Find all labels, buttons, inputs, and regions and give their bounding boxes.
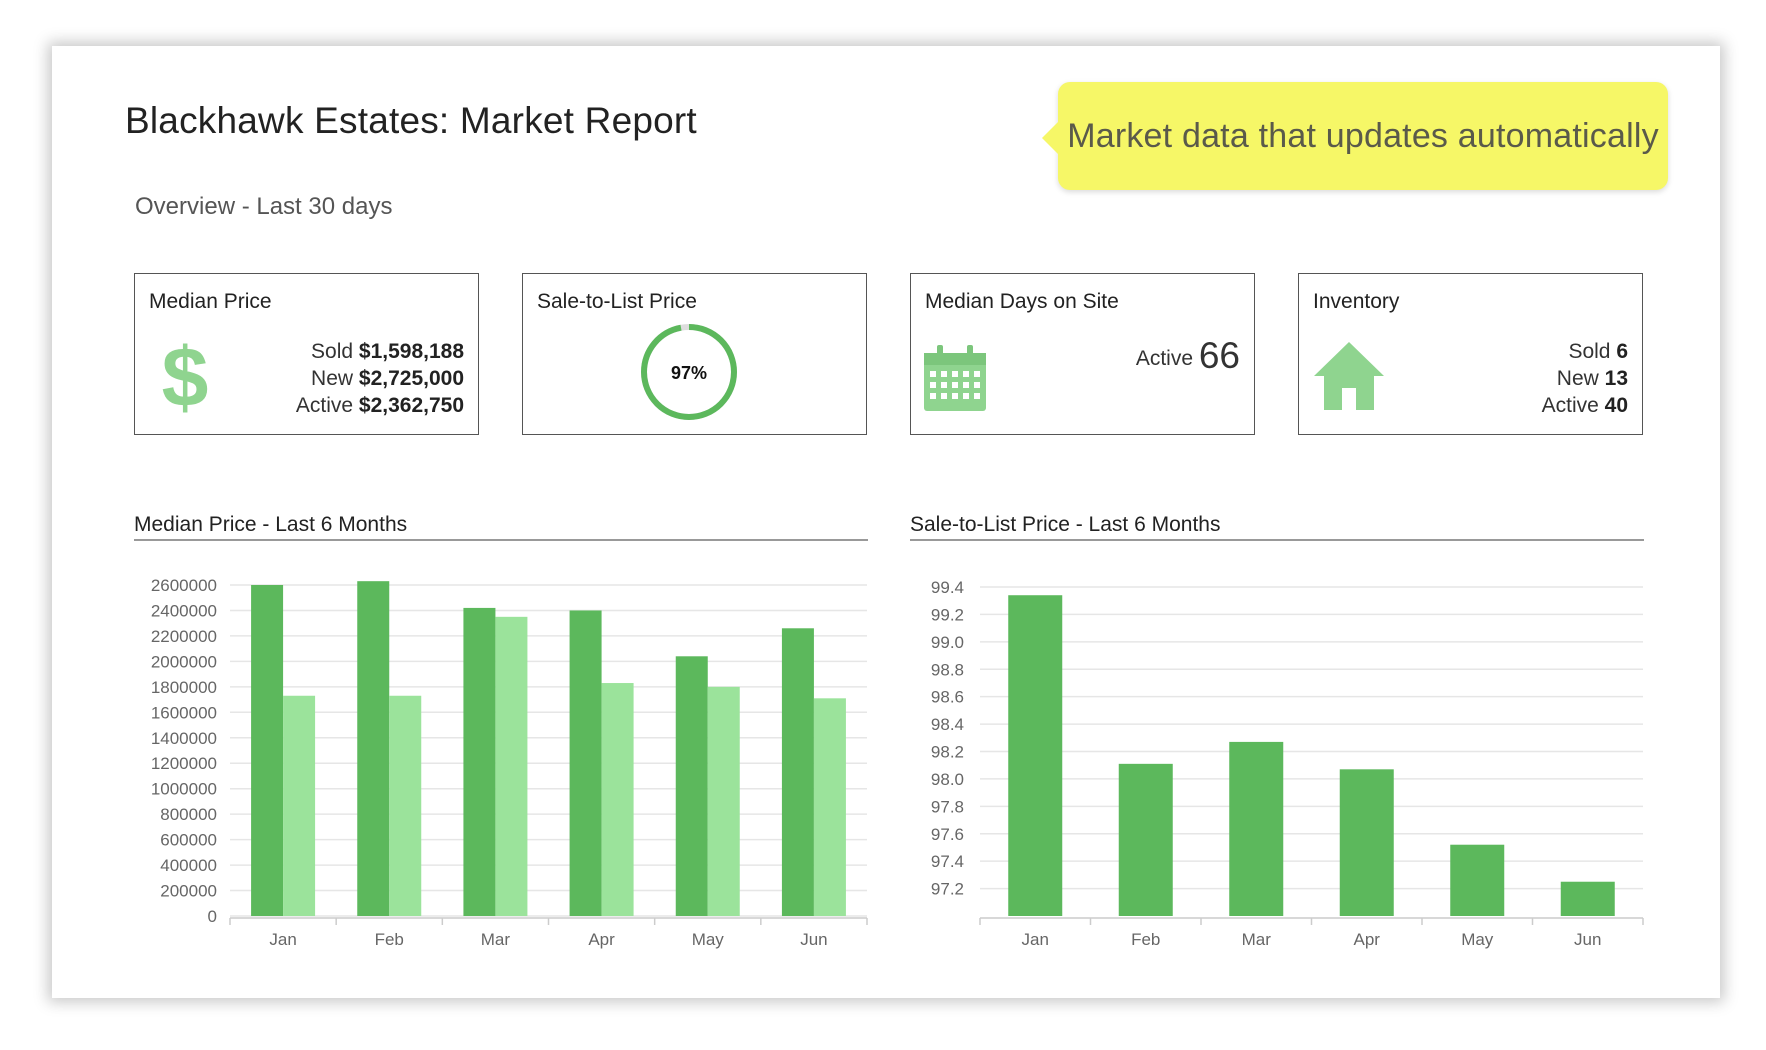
callout-text: Market data that updates automatically [1067,116,1659,155]
x-tick-label: Apr [1354,930,1381,949]
section-divider [134,539,868,541]
y-tick-label: 98.6 [931,688,964,707]
y-tick-label: 98.4 [931,715,964,734]
y-tick-label: 1400000 [151,729,217,748]
kv-row-new: New $2,725,000 [311,367,464,390]
bar-feb-series-0 [357,581,390,916]
chart-title-sale-to-list: Sale-to-List Price - Last 6 Months [910,513,1221,536]
y-tick-label: 97.8 [931,797,964,816]
svg-text:$: $ [162,336,209,416]
y-tick-label: 1600000 [151,703,217,722]
bar-jun-series-0 [781,628,814,916]
x-tick-label: Jan [269,930,296,949]
y-tick-label: 98.0 [931,770,964,789]
bar-jan-series-1 [283,695,316,916]
y-tick-label: 2600000 [151,576,217,595]
y-tick-label: 97.2 [931,880,964,899]
y-tick-label: 99.2 [931,605,964,624]
x-tick-label: Mar [481,930,511,949]
bar-jun-series-1 [813,698,846,916]
x-tick-label: Apr [588,930,615,949]
tile-title: Median Price [149,290,272,313]
y-tick-label: 2400000 [151,601,217,620]
inventory-tile: Inventory Sold 6 New 13 Active 40 [1298,273,1643,435]
section-divider [910,539,1644,541]
tile-title: Median Days on Site [925,290,1119,313]
callout-banner: Market data that updates automatically [1042,82,1668,190]
y-tick-label: 97.6 [931,825,964,844]
median-price-tile: Median Price $ Sold $1,598,188 New $2,72… [134,273,479,435]
y-tick-label: 600000 [160,831,217,850]
bar-feb-series-1 [389,695,422,916]
tile-title: Sale-to-List Price [537,290,697,313]
days-on-site-value: Active 66 [1135,335,1240,376]
bar-jun-series-0 [1560,881,1615,916]
kv-row-active: Active 40 [1541,394,1628,417]
x-tick-label: Feb [375,930,404,949]
bar-mar-series-0 [463,607,496,916]
page-title: Blackhawk Estates: Market Report [125,100,697,141]
sale-to-list-donut: 97% [641,324,737,420]
bar-apr-series-0 [569,610,602,916]
y-tick-label: 400000 [160,856,217,875]
bar-may-series-0 [1450,844,1505,916]
y-tick-label: 99.0 [931,633,964,652]
bar-mar-series-0 [1229,741,1284,916]
bar-apr-series-1 [601,683,634,916]
y-tick-label: 97.4 [931,852,964,871]
y-tick-label: 2000000 [151,652,217,671]
bar-may-series-0 [675,656,708,916]
overview-subtitle: Overview - Last 30 days [135,193,393,220]
tile-title: Inventory [1313,290,1400,313]
y-tick-label: 0 [208,907,217,926]
median-price-values: Sold $1,598,188 New $2,725,000 Active $2… [296,338,464,419]
y-tick-label: 1000000 [151,780,217,799]
inventory-values: Sold 6 New 13 Active 40 [1542,338,1628,419]
days-on-site-tile: Median Days on Site Active 66 [910,273,1255,435]
house-icon [1314,342,1384,410]
sale-to-list-chart: 97.2 97.4 97.6 97.8 98.0 98.2 98.4 98.6 98.8 99.0… [931,578,1644,949]
dollar-sign-icon: $ [162,336,209,416]
kv-row-active: Active $2,362,750 [295,394,464,417]
y-tick-label: 99.4 [931,578,964,597]
kv-row-new: New 13 [1556,367,1628,390]
x-tick-label: Mar [1242,930,1272,949]
y-tick-label: 2200000 [151,627,217,646]
median-price-chart: 0 200000 400000 600000 800000 1000000 1200000 1… [151,576,868,949]
x-tick-label: May [692,930,725,949]
bar-may-series-1 [707,686,740,916]
donut-progress-arc [641,324,737,420]
x-tick-label: Jun [800,930,827,949]
kv-row-sold: Sold 6 [1568,340,1628,363]
x-tick-label: Jan [1022,930,1049,949]
kv-row-sold: Sold $1,598,188 [311,340,464,363]
x-tick-label: Feb [1131,930,1160,949]
calendar-icon [924,345,986,411]
y-tick-label: 98.2 [931,743,964,762]
y-tick-label: 200000 [160,882,217,901]
bar-jan-series-0 [251,585,284,916]
chart-title-median-price: Median Price - Last 6 Months [134,513,408,536]
y-tick-label: 1800000 [151,678,217,697]
x-tick-label: May [1461,930,1494,949]
donut-value: 97% [671,363,707,383]
bar-apr-series-0 [1339,769,1394,916]
y-tick-label: 98.8 [931,660,964,679]
x-tick-label: Jun [1574,930,1601,949]
bar-jan-series-0 [1008,595,1063,916]
bar-feb-series-0 [1118,763,1173,916]
y-tick-label: 800000 [160,805,217,824]
bar-mar-series-1 [495,616,528,916]
y-tick-label: 1200000 [151,754,217,773]
sale-to-list-tile: Sale-to-List Price 97% [522,273,867,435]
